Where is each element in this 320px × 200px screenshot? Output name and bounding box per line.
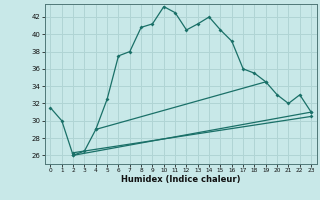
X-axis label: Humidex (Indice chaleur): Humidex (Indice chaleur): [121, 175, 241, 184]
